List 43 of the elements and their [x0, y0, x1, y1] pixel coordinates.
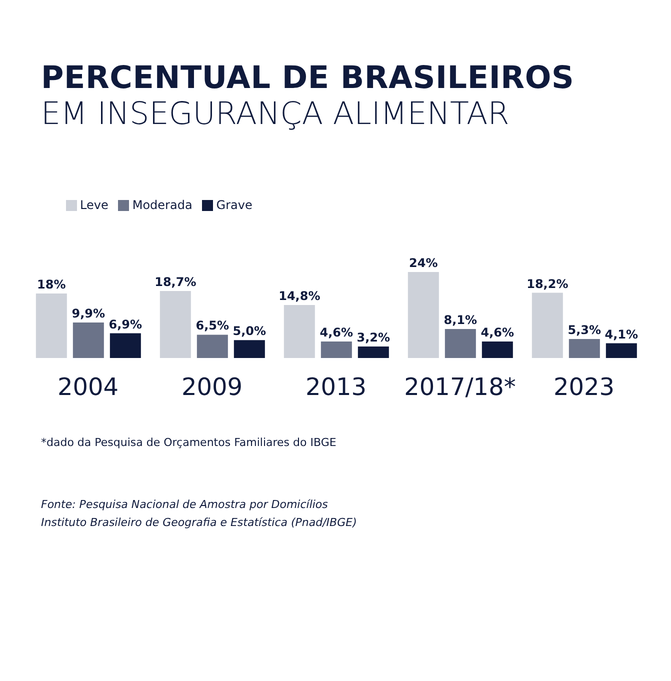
chart-subtitle: EM INSEGURANÇA ALIMENTAR [41, 96, 510, 132]
x-tick-label: 2023 [553, 373, 615, 402]
text: Instituto Brasileiro de Geografia e Estatística (Pnad/IBGE) [41, 516, 357, 529]
bar [160, 290, 191, 358]
x-tick-label: 2013 [305, 373, 367, 402]
bar [408, 272, 439, 358]
source-note: Fonte: Pesquisa Nacional de Amostra por Domicílios [41, 498, 328, 511]
bar [568, 339, 600, 358]
data-label: 24% [409, 256, 438, 270]
data-label: 9,9% [72, 306, 106, 321]
bar [444, 328, 476, 358]
x-tick-label: 2017/18* [404, 373, 516, 402]
bar [284, 304, 315, 358]
bar [72, 322, 104, 358]
data-label: 6,9% [108, 317, 142, 332]
data-label: 18,7% [154, 274, 196, 289]
legend-label: Moderada [132, 198, 192, 212]
data-label: 5,3% [568, 323, 602, 338]
text: *dado da Pesquisa de Orçamentos Familiares do IBGE [41, 436, 336, 449]
chart-title: PERCENTUAL DE BRASILEIROS [41, 60, 574, 96]
x-tick-label: 2004 [57, 373, 119, 402]
data-label: 4,1% [604, 327, 638, 342]
data-label: 18,2% [526, 276, 568, 291]
bar [110, 333, 141, 358]
x-tick-label: 2009 [181, 373, 243, 402]
data-label: 4,6% [480, 326, 514, 340]
bar [606, 343, 637, 358]
bar [532, 292, 563, 358]
bar [320, 342, 352, 358]
data-label: 3,2% [356, 330, 390, 345]
data-label: 4,6% [320, 326, 354, 340]
data-label: 18% [37, 278, 66, 292]
data-label: 14,8% [278, 288, 320, 303]
legend-label: Grave [216, 198, 252, 212]
legend-label: Leve [80, 198, 108, 212]
bar [234, 340, 265, 358]
bar [196, 334, 228, 358]
data-label: 6,5% [196, 318, 230, 333]
bar [358, 346, 389, 358]
data-label: 5,0% [232, 324, 266, 338]
bar [482, 342, 513, 358]
bar [36, 294, 67, 358]
data-label: 8,1% [444, 312, 478, 327]
